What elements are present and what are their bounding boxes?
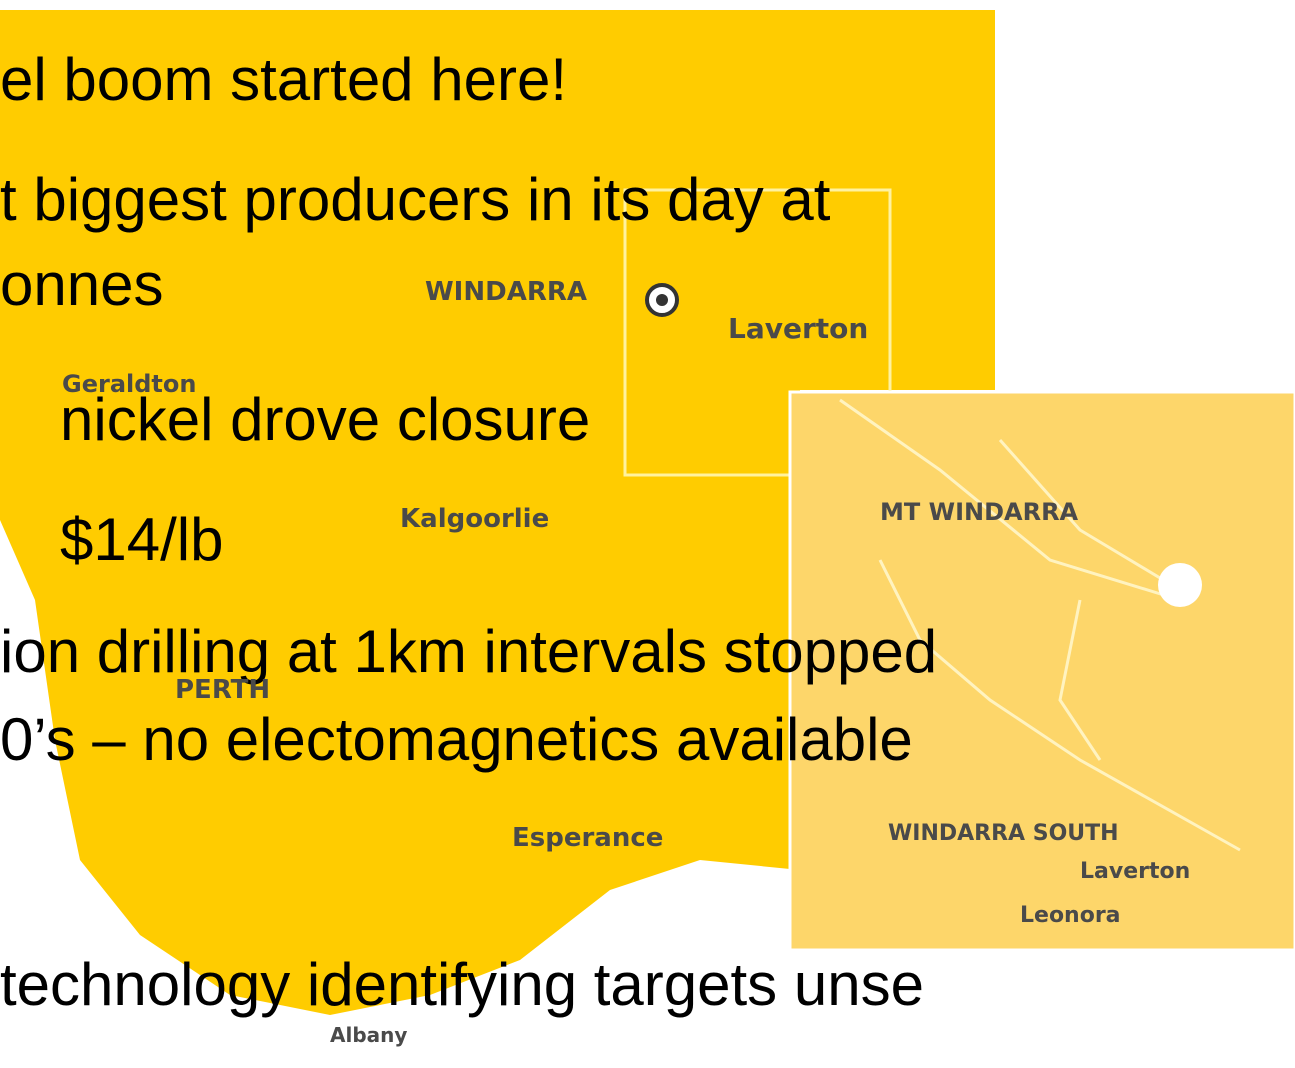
bullet-text: nickel drove closure bbox=[60, 386, 590, 453]
map-label: Kalgoorlie bbox=[400, 504, 549, 534]
inset-roads bbox=[839, 398, 1241, 852]
map-frame bbox=[623, 188, 892, 477]
bullet-text: technology identifying targets unse bbox=[0, 951, 924, 1018]
map-region bbox=[0, 10, 995, 1015]
bullet-text: $14/lb bbox=[60, 506, 223, 573]
bullet-text: el boom started here! bbox=[0, 46, 567, 113]
inset-label: Leonora bbox=[1020, 903, 1121, 928]
map-label: Albany bbox=[330, 1023, 407, 1047]
map-inset bbox=[788, 390, 1295, 952]
map-label: Geraldton bbox=[62, 370, 196, 398]
map-label: PERTH bbox=[175, 675, 270, 705]
inset-label: MT WINDARRA bbox=[880, 498, 1079, 526]
inset-label: WINDARRA SOUTH bbox=[888, 821, 1119, 846]
map-label: Esperance bbox=[512, 823, 663, 853]
bullet-text: 0’s – no electomagnetics available bbox=[0, 706, 913, 773]
bullet-text: onnes bbox=[0, 251, 163, 318]
bullet-text: ion drilling at 1km intervals stopped bbox=[0, 618, 937, 685]
map-label: WINDARRA bbox=[425, 277, 587, 307]
map-label: Laverton bbox=[728, 312, 868, 345]
windarra-marker-dot bbox=[656, 294, 668, 306]
bullet-text: t biggest producers in its day at bbox=[0, 166, 831, 233]
inset-label: Laverton bbox=[1080, 859, 1190, 884]
compass bbox=[1158, 563, 1202, 607]
